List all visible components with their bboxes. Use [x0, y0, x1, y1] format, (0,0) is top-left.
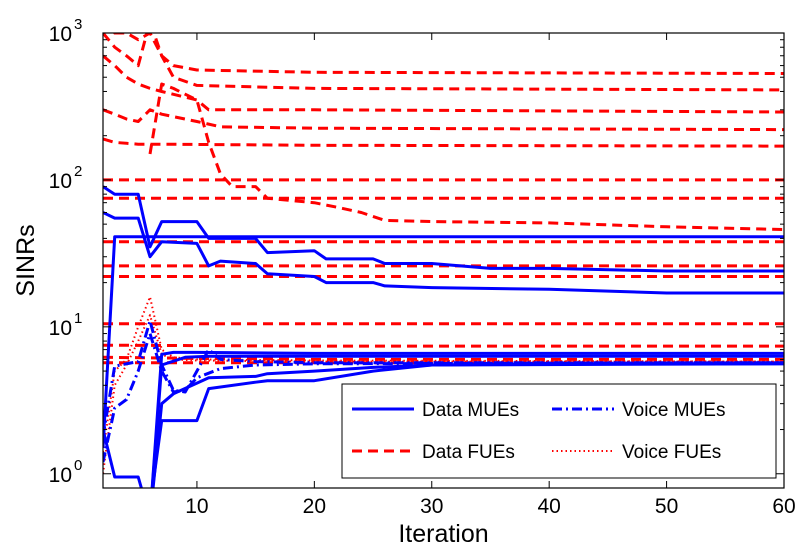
series-line: [103, 235, 784, 448]
y-tick-label: 10: [49, 23, 72, 46]
y-tick-label: 10: [49, 170, 72, 193]
series-line: [148, 82, 784, 231]
series-line: [150, 354, 784, 488]
series-line: [103, 350, 784, 488]
series-line: [103, 137, 784, 148]
y-tick-exponent: 3: [74, 16, 82, 33]
plot-frame: [102, 32, 785, 489]
series-line: [103, 332, 784, 463]
y-tick-exponent: 1: [74, 310, 82, 327]
series-line: [103, 108, 784, 132]
series-line: [112, 33, 784, 75]
series-line: [103, 211, 784, 295]
legend-label: Voice FUEs: [622, 442, 721, 463]
x-tick-label: 10: [185, 495, 208, 518]
x-tick-label: 50: [655, 495, 678, 518]
x-tick-label: 40: [537, 495, 560, 518]
series-line: [103, 355, 784, 361]
x-tick-label: 60: [772, 495, 795, 518]
series-layer: [103, 33, 784, 488]
series-line: [103, 295, 784, 453]
legend-label: Voice MUEs: [622, 400, 725, 421]
y-tick-exponent: 0: [74, 457, 82, 474]
series-line: [103, 54, 784, 114]
x-axis-label: Iteration: [398, 520, 488, 548]
series-line: [103, 319, 784, 437]
legend-label: Data MUEs: [422, 400, 519, 421]
x-tick-label: 20: [303, 495, 326, 518]
y-axis-label: SINRs: [12, 224, 40, 296]
series-line: [103, 343, 784, 348]
series-line: [103, 33, 784, 92]
x-tick-label: 30: [420, 495, 443, 518]
legend-box: [341, 383, 777, 479]
series-line: [151, 362, 784, 488]
y-tick-label: 10: [49, 317, 72, 340]
legend: Data MUEs Voice MUEs Data FUEs Voice FUEs: [341, 383, 777, 479]
y-tick-exponent: 2: [74, 163, 82, 180]
y-tick-label: 10: [49, 464, 72, 487]
legend-label: Data FUEs: [422, 442, 515, 463]
